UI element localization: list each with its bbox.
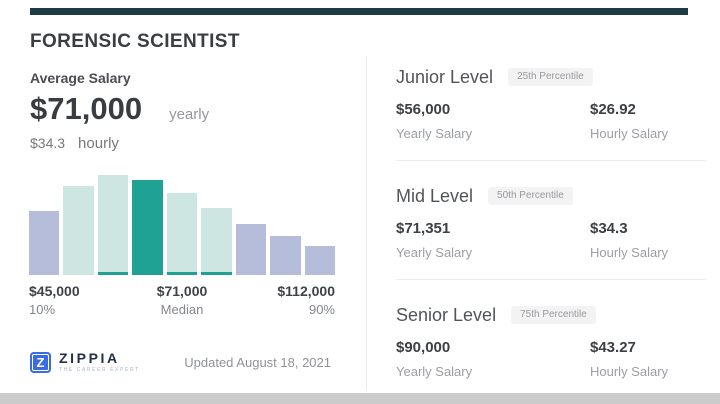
junior-hourly-cell: $26.92 Hourly Salary <box>590 101 706 141</box>
senior-hourly-label: Hourly Salary <box>590 364 669 379</box>
x-label-p90: $112,000 90% <box>277 283 335 317</box>
mid-hourly-value: $34.3 <box>590 220 628 237</box>
chart-x-axis-labels: $45,000 10% $71,000 Median $112,000 90% <box>29 283 335 319</box>
zippia-logo[interactable]: Z ZIPPIA THE CAREER EXPERT <box>30 351 140 373</box>
mid-level-title: Mid Level <box>396 186 474 206</box>
junior-level-section: Junior Level 25th Percentile $56,000 Yea… <box>396 60 706 161</box>
zippia-logo-icon: Z <box>30 351 51 373</box>
average-hourly-unit: hourly <box>78 135 119 152</box>
chart-bar-median <box>132 180 163 275</box>
average-yearly-unit: yearly <box>169 106 210 123</box>
mid-hourly-label: Hourly Salary <box>590 245 669 260</box>
chart-bar <box>166 193 198 275</box>
junior-yearly-cell: $56,000 Yearly Salary <box>396 101 590 141</box>
zippia-logo-text: ZIPPIA THE CAREER EXPERT <box>59 351 140 373</box>
mid-level-values: $71,351 Yearly Salary $34.3 Hourly Salar… <box>396 220 706 260</box>
chart-bar <box>29 211 60 275</box>
footer: Z ZIPPIA THE CAREER EXPERT Updated Augus… <box>30 349 331 375</box>
junior-level-values: $56,000 Yearly Salary $26.92 Hourly Sala… <box>396 101 706 141</box>
junior-hourly-value: $26.92 <box>590 101 636 118</box>
senior-level-section: Senior Level 75th Percentile $90,000 Yea… <box>396 280 706 398</box>
chart-bar <box>201 208 232 275</box>
average-salary-label: Average Salary <box>30 70 131 86</box>
bottom-strip <box>0 393 720 404</box>
zippia-tagline: THE CAREER EXPERT <box>59 367 140 373</box>
chart-bar <box>304 246 335 275</box>
senior-level-values: $90,000 Yearly Salary $43.27 Hourly Sala… <box>396 339 706 379</box>
junior-yearly-value: $56,000 <box>396 101 451 118</box>
chart-bar-base-strip <box>201 272 232 275</box>
percentile-panel: Junior Level 25th Percentile $56,000 Yea… <box>396 60 706 398</box>
senior-yearly-cell: $90,000 Yearly Salary <box>396 339 590 379</box>
mid-level-percentile-badge: 50th Percentile <box>488 187 573 205</box>
chart-bar <box>63 186 94 275</box>
mid-hourly-cell: $34.3 Hourly Salary <box>590 220 706 260</box>
senior-level-header: Senior Level 75th Percentile <box>396 304 706 326</box>
senior-level-percentile-badge: 75th Percentile <box>511 306 596 324</box>
x-label-median-sub: Median <box>160 302 204 317</box>
zippia-logo-letter: Z <box>36 354 45 370</box>
junior-level-percentile-badge: 25th Percentile <box>508 68 593 86</box>
x-label-p90-value: $112,000 <box>277 283 335 299</box>
zippia-brand-name: ZIPPIA <box>59 350 120 366</box>
chart-bar <box>235 224 267 275</box>
page-title: FORENSIC SCIENTIST <box>30 31 240 52</box>
average-hourly-value: $34.3 <box>30 135 66 151</box>
senior-level-title: Senior Level <box>396 305 497 325</box>
x-label-p90-sub: 90% <box>308 302 335 317</box>
x-label-p10-sub: 10% <box>29 302 56 317</box>
mid-yearly-cell: $71,351 Yearly Salary <box>396 220 590 260</box>
senior-yearly-label: Yearly Salary <box>396 364 473 379</box>
mid-level-section: Mid Level 50th Percentile $71,351 Yearly… <box>396 161 706 280</box>
junior-level-title: Junior Level <box>396 67 494 87</box>
top-accent-bar <box>30 8 688 15</box>
x-label-median-value: $71,000 <box>156 283 208 299</box>
average-yearly-row: $71,000 yearly <box>30 90 209 128</box>
chart-bar-base-strip <box>97 272 129 275</box>
senior-hourly-cell: $43.27 Hourly Salary <box>590 339 706 379</box>
junior-level-header: Junior Level 25th Percentile <box>396 66 706 88</box>
vertical-divider <box>366 56 367 390</box>
mid-level-header: Mid Level 50th Percentile <box>396 185 706 207</box>
senior-hourly-value: $43.27 <box>590 339 636 356</box>
chart-bar-base-strip <box>166 272 198 275</box>
average-yearly-value: $71,000 <box>30 91 143 126</box>
mid-yearly-value: $71,351 <box>396 220 451 237</box>
salary-distribution-chart <box>29 175 335 275</box>
chart-bar <box>97 175 129 275</box>
average-hourly-row: $34.3 hourly <box>30 135 119 152</box>
x-label-p10-value: $45,000 <box>29 283 80 299</box>
mid-yearly-label: Yearly Salary <box>396 245 473 260</box>
x-label-p10: $45,000 10% <box>29 283 80 317</box>
updated-date: Updated August 18, 2021 <box>184 354 331 370</box>
senior-yearly-value: $90,000 <box>396 339 451 356</box>
chart-bar <box>270 236 301 275</box>
x-label-median: $71,000 Median <box>29 283 335 317</box>
junior-hourly-label: Hourly Salary <box>590 126 669 141</box>
junior-yearly-label: Yearly Salary <box>396 126 473 141</box>
